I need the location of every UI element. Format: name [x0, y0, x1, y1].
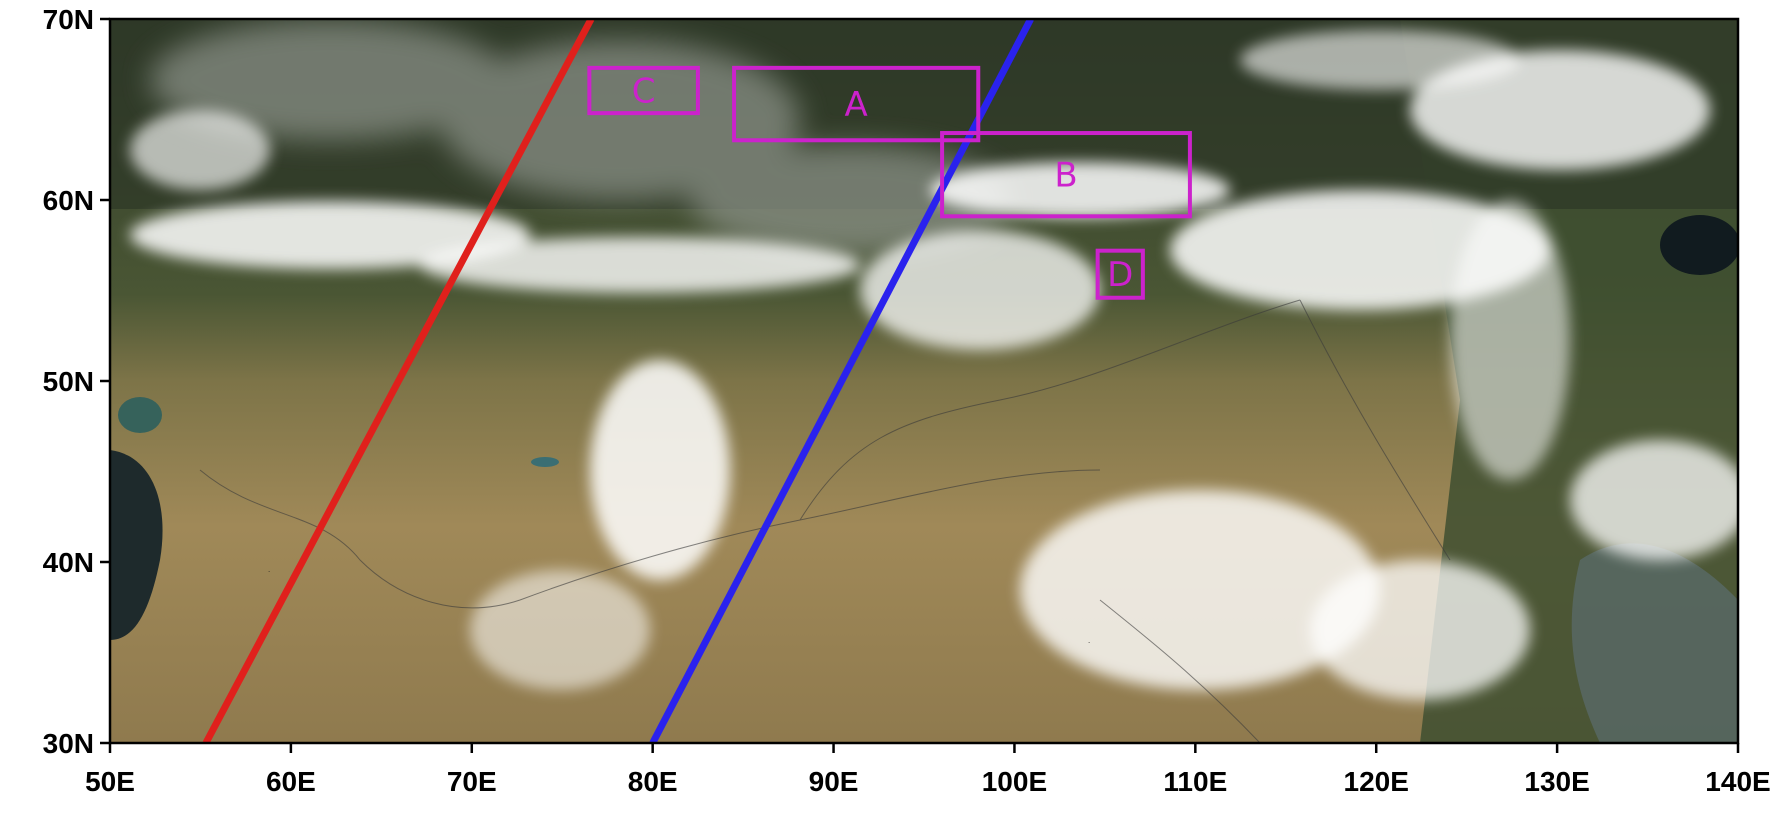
place-label: · [1088, 639, 1090, 647]
region-label-d: D [1107, 255, 1133, 295]
x-axis: 50E 60E 70E 80E 90E 100E 110E 120E 130E 140E [85, 743, 1771, 797]
x-tick-label: 70E [447, 766, 497, 797]
region-box-d [1095, 248, 1145, 300]
x-tick-label: 60E [266, 766, 316, 797]
y-tick-label: 60N [43, 185, 94, 216]
region-box-c [587, 65, 700, 116]
region-label-a: A [845, 85, 868, 125]
y-axis: 30N 40N 50N 60N 70N [43, 4, 110, 759]
x-tick-label: 100E [982, 766, 1047, 797]
region-label-c: C [632, 71, 656, 111]
x-tick-label: 80E [628, 766, 678, 797]
y-tick-label: 40N [43, 547, 94, 578]
satellite-imagery: · · [110, 19, 1738, 743]
region-box-a [732, 65, 981, 143]
x-tick-label: 90E [809, 766, 859, 797]
x-tick-label: 120E [1344, 766, 1409, 797]
place-label: · [268, 568, 270, 576]
x-tick-label: 50E [85, 766, 135, 797]
x-tick-label: 140E [1705, 766, 1770, 797]
x-tick-label: 130E [1524, 766, 1589, 797]
region-boxes: A B C D [587, 65, 1192, 300]
x-tick-label: 110E [1163, 766, 1227, 797]
region-label-b: B [1054, 156, 1077, 196]
satellite-track-line [202, 19, 595, 743]
y-tick-label: 70N [43, 4, 94, 35]
region-box-b [940, 131, 1192, 219]
y-tick-label: 50N [43, 366, 94, 397]
y-tick-label: 30N [43, 728, 94, 759]
